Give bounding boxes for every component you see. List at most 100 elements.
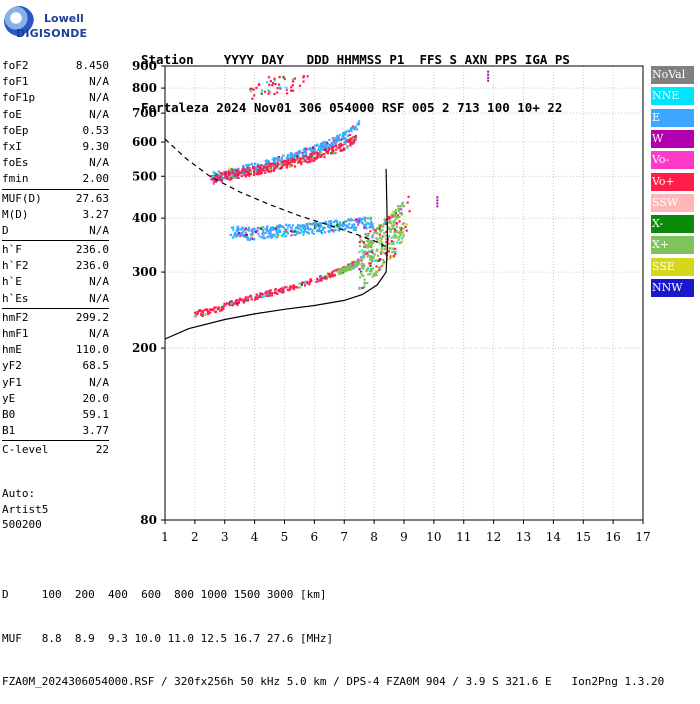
echo-point xyxy=(237,228,240,231)
echo-point xyxy=(211,308,214,311)
echo-point xyxy=(225,302,229,305)
echo-point xyxy=(268,83,271,86)
echo-point xyxy=(208,308,212,311)
echo-point xyxy=(281,290,285,293)
param-value: N/A xyxy=(89,91,109,105)
echo-point xyxy=(277,167,280,170)
param-label: foF1 xyxy=(2,75,29,89)
echo-point xyxy=(274,287,277,291)
echo-point xyxy=(300,163,303,166)
echo-point xyxy=(326,143,329,146)
echo-point xyxy=(277,228,280,232)
echo-point xyxy=(250,229,253,232)
echo-point xyxy=(344,130,348,133)
param-row: foEp 0.53 xyxy=(2,123,109,139)
param-row: yF1 N/A xyxy=(2,375,109,391)
x-tick-label: 6 xyxy=(311,530,319,544)
echo-point xyxy=(276,87,279,90)
echo-point xyxy=(229,300,232,304)
param-row: foEs N/A xyxy=(2,155,109,171)
echo-point xyxy=(306,282,310,285)
echo-point xyxy=(338,268,341,271)
echo-point xyxy=(275,232,278,235)
echo-point xyxy=(261,229,265,232)
echo-point xyxy=(364,250,367,253)
echo-point xyxy=(275,291,278,294)
echo-point xyxy=(248,166,251,170)
echo-point xyxy=(369,230,372,233)
echo-point xyxy=(375,265,378,268)
echo-point xyxy=(360,273,364,277)
echo-point xyxy=(269,162,273,165)
param-label: fxI xyxy=(2,139,22,153)
echo-point xyxy=(325,141,329,144)
echo-point xyxy=(370,260,374,263)
echo-point xyxy=(288,156,292,160)
echo-point xyxy=(301,226,304,229)
echo-point xyxy=(265,160,268,163)
echo-point xyxy=(347,129,350,132)
echo-point xyxy=(274,157,278,161)
echo-point xyxy=(371,236,374,239)
echo-point xyxy=(236,303,239,307)
legend-item-nnw: NNW xyxy=(651,279,694,297)
echo-point xyxy=(313,221,317,225)
x-tick-label: 16 xyxy=(605,530,620,544)
echo-point xyxy=(321,141,324,145)
echo-point xyxy=(291,78,294,81)
echo-point xyxy=(285,163,288,166)
param-label: hmE xyxy=(2,343,22,357)
echo-point xyxy=(260,92,263,95)
echo-point xyxy=(371,255,374,258)
echo-point xyxy=(244,231,247,234)
echo-point xyxy=(341,134,345,137)
echo-point xyxy=(262,237,265,240)
param-separator xyxy=(2,307,109,309)
echo-point xyxy=(254,229,257,232)
echo-point xyxy=(436,205,439,208)
echo-point xyxy=(264,228,267,231)
lowell-digisonde-logo: Lowell DIGISONDE xyxy=(4,6,87,42)
echo-point xyxy=(383,221,387,224)
echo-point xyxy=(337,135,340,138)
echo-point xyxy=(261,292,264,296)
echo-point xyxy=(240,228,243,231)
echo-point xyxy=(323,140,326,143)
echo-point xyxy=(273,291,276,295)
echo-point xyxy=(271,294,274,297)
echo-point xyxy=(282,76,285,79)
echo-point xyxy=(362,241,365,244)
echo-point xyxy=(256,171,259,174)
echo-point xyxy=(274,159,277,162)
echo-point xyxy=(323,231,327,234)
echo-point xyxy=(295,230,298,233)
echo-point xyxy=(231,169,234,172)
echo-point xyxy=(196,310,199,314)
echo-point xyxy=(387,250,390,253)
echo-point xyxy=(263,293,266,296)
echo-point xyxy=(356,220,359,223)
echo-point xyxy=(394,250,397,253)
echo-point xyxy=(366,240,369,243)
echo-point xyxy=(330,229,333,232)
echo-point xyxy=(397,209,400,213)
echo-point xyxy=(338,138,341,141)
echo-point xyxy=(217,176,220,180)
param-value: 8.450 xyxy=(75,59,109,72)
auto-line1: Auto: xyxy=(2,487,36,500)
echo-point xyxy=(379,230,383,233)
echo-point xyxy=(340,223,343,226)
echo-point xyxy=(308,283,311,286)
echo-point xyxy=(361,217,364,221)
echo-point xyxy=(342,268,345,271)
echo-point xyxy=(332,220,336,224)
echo-point xyxy=(305,154,308,158)
autoscaling-info: Auto: Artist5 500200 xyxy=(2,486,48,533)
echo-point xyxy=(248,172,251,176)
echo-point xyxy=(372,272,375,275)
echo-point xyxy=(360,263,363,266)
echo-point xyxy=(284,229,287,232)
echo-point xyxy=(393,210,397,213)
echo-point xyxy=(245,233,248,236)
echo-point xyxy=(393,236,396,239)
